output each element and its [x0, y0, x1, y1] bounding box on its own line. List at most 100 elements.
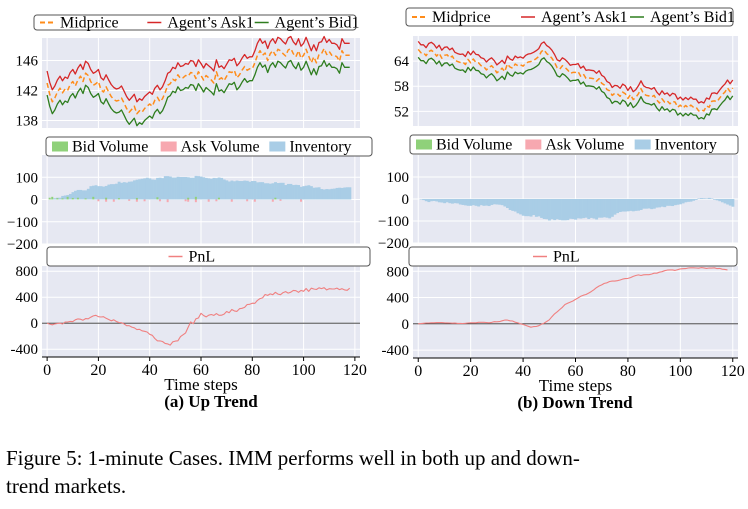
- inventory-bar: [671, 199, 675, 207]
- pnl-ytick-label: -400: [382, 343, 410, 359]
- inventory-bar: [613, 199, 617, 215]
- inventory-bar: [258, 182, 262, 200]
- inventory-bar: [286, 183, 290, 200]
- panel-title: (b) Down Trend: [517, 393, 633, 412]
- price-legend-label: Agent’s Ask1: [541, 9, 628, 26]
- inventory-bar: [673, 199, 677, 206]
- ask-volume-bar: [271, 199, 274, 202]
- inventory-bar: [443, 199, 447, 204]
- inventory-bar: [248, 181, 252, 200]
- inventory-bar: [235, 180, 239, 200]
- inventory-bar: [148, 178, 152, 200]
- inventory-bar: [616, 199, 620, 214]
- caption-line-2: trend markets.: [6, 474, 127, 498]
- inventory-bar: [634, 199, 638, 211]
- inventory-bar: [209, 178, 213, 200]
- inventory-bar: [718, 199, 722, 202]
- bid-volume-bar: [76, 197, 79, 200]
- inventory-bar: [327, 189, 331, 200]
- pnl-line: [418, 267, 728, 328]
- inventory-bar: [309, 186, 313, 200]
- inventory-bar: [253, 181, 257, 200]
- inventory-bar: [422, 199, 426, 201]
- inventory-bar: [112, 184, 116, 200]
- inventory-bar: [79, 189, 83, 200]
- inventory-bar: [225, 180, 229, 200]
- inventory-bar: [243, 180, 247, 200]
- volume-ytick-label: 100: [387, 170, 410, 186]
- volume-ytick-label: 0: [402, 192, 410, 208]
- volume-legend-marker: [525, 139, 542, 150]
- figure-caption: Figure 5: 1-minute Cases. IMM performs w…: [6, 444, 746, 500]
- inventory-bar: [427, 199, 431, 203]
- inventory-bar: [689, 199, 693, 202]
- inventory-bar: [608, 199, 612, 219]
- bid-volume-bar: [71, 197, 74, 200]
- volume-legend-label: Bid Volume: [72, 139, 148, 156]
- inventory-bar: [330, 188, 334, 200]
- inventory-bar: [642, 199, 646, 209]
- inventory-bar: [194, 175, 198, 200]
- inventory-bar: [117, 181, 121, 200]
- inventory-bar: [563, 199, 567, 221]
- ask-volume-bar: [194, 199, 197, 203]
- inventory-bar: [692, 199, 696, 201]
- bid-volume-bar: [135, 197, 138, 200]
- inventory-bar: [130, 181, 134, 200]
- caption-line-1: Figure 5: 1-minute Cases. IMM performs w…: [6, 446, 580, 470]
- inventory-bar: [537, 199, 541, 217]
- inventory-bar: [639, 199, 643, 210]
- inventory-bar: [202, 177, 206, 200]
- inventory-bar: [731, 199, 735, 207]
- midprice-line: [417, 48, 734, 112]
- inventory-bar: [435, 199, 439, 202]
- bid-volume-bar: [156, 197, 159, 200]
- price-ytick-label: 146: [16, 54, 39, 70]
- volume-legend-marker: [634, 139, 651, 150]
- chart-down-trend: 52 58 64 Midprice Agent’s Ask1 Agent’s Bid1 10…: [378, 7, 745, 412]
- inventory-bar: [471, 199, 475, 206]
- inventory-bar: [61, 195, 65, 200]
- inventory-bar: [568, 199, 572, 219]
- midprice-line: [46, 47, 350, 115]
- ask-volume-bar: [184, 199, 187, 202]
- inventory-bar: [574, 199, 578, 220]
- price-ytick-label: 142: [16, 84, 39, 100]
- inventory-bar: [204, 177, 208, 200]
- volume-ytick-label: −100: [378, 214, 409, 230]
- inventory-bar: [631, 199, 635, 212]
- pnl-ytick-label: 800: [16, 264, 39, 280]
- volume-legend-label: Inventory: [655, 137, 717, 154]
- inventory-bar: [207, 178, 211, 200]
- inventory-bar: [424, 199, 428, 202]
- inventory-bar: [663, 199, 667, 208]
- inventory-bar: [63, 195, 67, 200]
- inventory-bar: [508, 199, 512, 210]
- ask-volume-bar: [300, 199, 303, 202]
- inventory-bar: [448, 199, 452, 204]
- volume-ytick-label: −100: [7, 215, 38, 231]
- inventory-bar: [579, 199, 583, 219]
- inventory-bar: [660, 199, 664, 207]
- inventory-bar: [576, 199, 580, 219]
- inventory-bar: [292, 185, 295, 200]
- ask-volume-bar: [128, 199, 131, 201]
- xtick-label: 120: [343, 362, 367, 379]
- inventory-bar: [174, 177, 177, 200]
- price-ytick-label: 64: [394, 54, 410, 70]
- bid-volume-bar: [56, 198, 59, 200]
- inventory-bar: [307, 185, 311, 200]
- inventory-bar: [545, 199, 549, 220]
- inventory-bar: [684, 199, 688, 203]
- inventory-bar: [81, 190, 85, 200]
- inventory-bar: [256, 182, 260, 200]
- pnl-legend-label: PnL: [553, 249, 580, 266]
- inventory-bar: [215, 178, 218, 200]
- inventory-bar: [603, 199, 606, 218]
- inventory-bar: [647, 199, 651, 209]
- ask-volume-bar: [253, 199, 256, 202]
- bid1-line: [46, 59, 350, 127]
- inventory-bar: [589, 199, 593, 218]
- inventory-bar: [184, 177, 188, 200]
- pnl-legend-label: PnL: [189, 249, 216, 266]
